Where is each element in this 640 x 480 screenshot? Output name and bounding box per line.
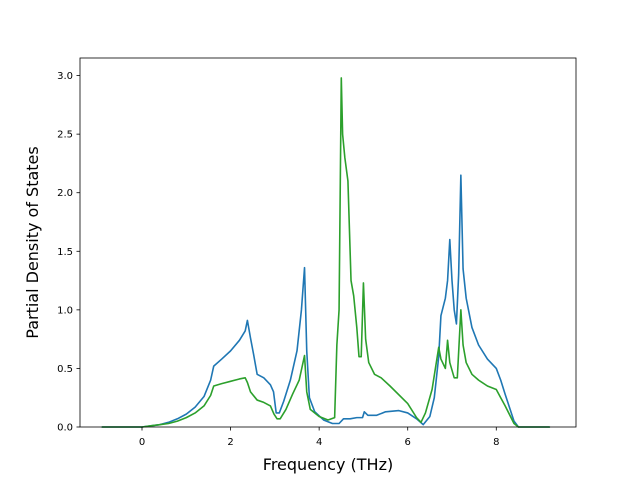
y-tick-label: 3.0 (57, 71, 73, 82)
x-tick-label: 0 (139, 437, 145, 448)
x-tick-label: 8 (493, 437, 499, 448)
x-axis: 0 2 4 6 8 (139, 427, 499, 448)
series-line-1 (101, 174, 551, 428)
x-tick-label: 6 (405, 437, 411, 448)
y-tick-label: 0.0 (57, 423, 73, 434)
y-tick-label: 2.0 (57, 188, 73, 199)
y-tick-label: 1.5 (57, 247, 73, 258)
x-tick-label: 4 (316, 437, 322, 448)
y-tick-label: 1.0 (57, 305, 73, 316)
y-tick-label: 0.5 (57, 364, 73, 375)
x-axis-label: Frequency (THz) (263, 455, 393, 474)
series-layer (101, 77, 551, 428)
y-tick-label: 2.5 (57, 130, 73, 141)
y-axis-label: Partial Density of States (23, 146, 42, 338)
x-tick-label: 2 (227, 437, 233, 448)
series-line-2 (101, 77, 551, 428)
plot-frame (79, 57, 577, 428)
y-axis: 0.0 0.5 1.0 1.5 2.0 2.5 3.0 (57, 71, 80, 434)
